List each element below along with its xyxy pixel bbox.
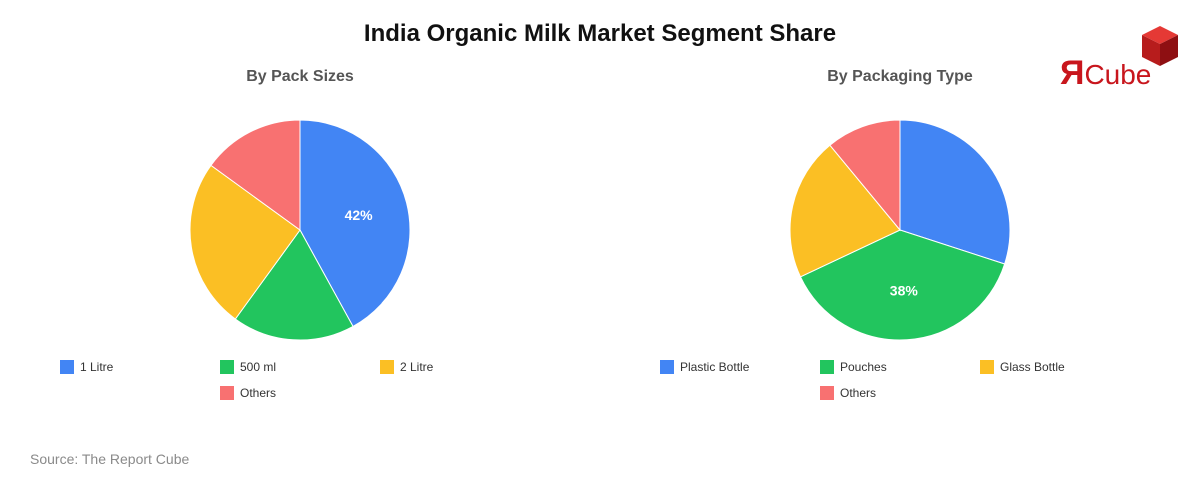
- legend-swatch: [220, 386, 234, 400]
- pie-slice-others: [210, 119, 301, 231]
- legend-label: Pouches: [840, 360, 887, 374]
- pie-slice-plastic-bottle: [899, 119, 1011, 265]
- pie-slice-pouches: [799, 229, 1006, 341]
- legend-label: Others: [240, 386, 277, 400]
- logo-wordmark: ЯCube: [1060, 54, 1151, 93]
- legend-label: 2 Litre: [400, 360, 434, 374]
- legend-item-500-ml: 500 ml: [220, 360, 276, 374]
- legend-item-1-litre: 1 Litre: [60, 360, 113, 374]
- legend-label: 1 Litre: [80, 360, 114, 374]
- legend-swatch: [380, 360, 394, 374]
- pie-slice-glass-bottle: [789, 144, 901, 278]
- legend-swatch: [980, 360, 994, 374]
- page-title: India Organic Milk Market Segment Share: [363, 20, 837, 47]
- legend-item-pouches: Pouches: [820, 360, 887, 374]
- chart-title: By Pack Sizes: [246, 68, 354, 85]
- legend-swatch: [660, 360, 674, 374]
- cube-logo-icon: [1142, 26, 1178, 66]
- legend-swatch: [220, 360, 234, 374]
- legend-item-plastic-bottle: Plastic Bottle: [660, 360, 749, 374]
- legend-item-2-litre: 2 Litre: [380, 360, 433, 374]
- legend-item-glass-bottle: Glass Bottle: [980, 360, 1065, 374]
- legend-label: 500 ml: [240, 360, 277, 374]
- legend-label: Glass Bottle: [1000, 360, 1065, 374]
- legend-item-others: Others: [220, 386, 276, 400]
- chart-legend: Plastic Bottle Pouches Glass Bottle Others: [660, 360, 1180, 420]
- data-label-1-litre: 42%: [345, 207, 374, 223]
- legend-swatch: [60, 360, 74, 374]
- legend-label: Others: [840, 386, 877, 400]
- source-note: Source: The Report Cube: [30, 451, 190, 467]
- pie-slice-others: [829, 119, 901, 232]
- pie-slice-1-litre: [299, 119, 411, 328]
- packaging-type-chart: By Packaging Type 38% Plastic Bottle Pouc…: [600, 60, 1200, 420]
- chart-title: By Packaging Type: [827, 68, 973, 85]
- pack-sizes-chart: By Pack Sizes 42% 1 Litre 500 ml 2 Litre Ot…: [0, 60, 600, 420]
- pie-slice-2-litre: [189, 164, 301, 320]
- chart-legend: 1 Litre 500 ml 2 Litre Others: [60, 360, 580, 420]
- legend-item-others: Others: [820, 386, 876, 400]
- legend-label: Plastic Bottle: [680, 360, 750, 374]
- pie-chart: 42%: [189, 119, 411, 341]
- pie-slice-500-ml: [234, 229, 354, 341]
- legend-swatch: [820, 360, 834, 374]
- pie-chart: 38%: [789, 119, 1011, 341]
- rcube-logo: ЯCube: [1060, 24, 1185, 92]
- legend-swatch: [820, 386, 834, 400]
- logo-cube-text: Cube: [1084, 59, 1152, 90]
- data-label-pouches: 38%: [890, 282, 919, 298]
- logo-r: Я: [1060, 54, 1085, 92]
